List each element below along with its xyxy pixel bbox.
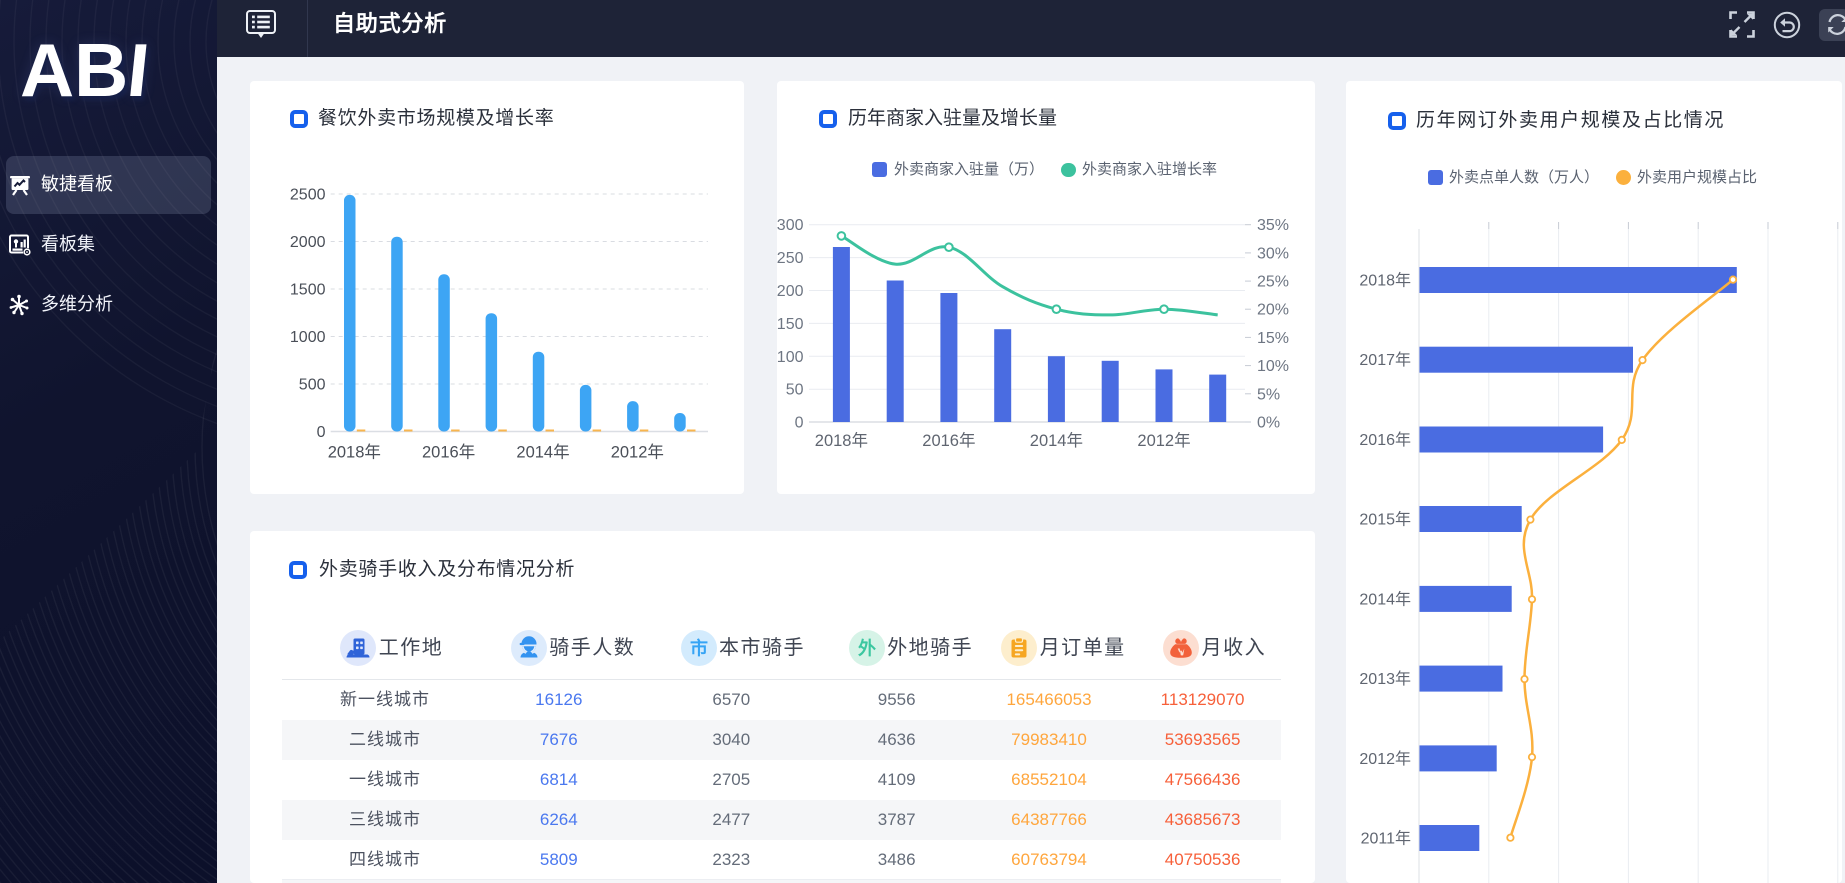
svg-text:2014年: 2014年 <box>1030 431 1083 450</box>
svg-text:35%: 35% <box>1257 217 1289 234</box>
svg-text:0: 0 <box>317 424 326 441</box>
svg-text:2018年: 2018年 <box>328 443 381 462</box>
svg-text:500: 500 <box>299 377 326 394</box>
svg-text:200: 200 <box>777 283 804 300</box>
svg-text:2013年: 2013年 <box>1359 670 1411 688</box>
svg-text:2015年: 2015年 <box>1359 511 1411 529</box>
svg-text:0%: 0% <box>1257 415 1280 432</box>
svg-text:1000: 1000 <box>290 329 326 346</box>
svg-text:2018年: 2018年 <box>815 431 868 450</box>
svg-text:2014年: 2014年 <box>1359 590 1411 608</box>
svg-text:1500: 1500 <box>290 282 326 299</box>
svg-text:10%: 10% <box>1257 358 1289 375</box>
svg-text:2012年: 2012年 <box>611 443 664 462</box>
svg-text:150: 150 <box>777 316 804 333</box>
svg-text:15%: 15% <box>1257 330 1289 347</box>
svg-text:2016年: 2016年 <box>1359 431 1411 449</box>
svg-text:2012年: 2012年 <box>1137 431 1190 450</box>
svg-text:市: 市 <box>690 638 708 659</box>
svg-text:300: 300 <box>777 217 804 234</box>
svg-text:2014年: 2014年 <box>516 443 569 462</box>
svg-text:250: 250 <box>777 250 804 267</box>
svg-text:20%: 20% <box>1257 302 1289 319</box>
svg-text:100: 100 <box>777 349 804 366</box>
svg-text:5%: 5% <box>1257 386 1280 403</box>
svg-text:0: 0 <box>795 415 804 432</box>
svg-text:30%: 30% <box>1257 245 1289 262</box>
svg-text:2016年: 2016年 <box>922 431 975 450</box>
svg-text:50: 50 <box>786 382 804 399</box>
svg-text:外: 外 <box>858 638 876 659</box>
svg-text:25%: 25% <box>1257 274 1289 291</box>
svg-text:2000: 2000 <box>290 234 326 251</box>
svg-text:2011年: 2011年 <box>1361 830 1411 848</box>
svg-text:2016年: 2016年 <box>422 443 475 462</box>
svg-text:2500: 2500 <box>290 187 326 204</box>
svg-text:2012年: 2012年 <box>1359 750 1411 768</box>
svg-text:2018年: 2018年 <box>1359 272 1411 290</box>
svg-text:2017年: 2017年 <box>1359 351 1411 369</box>
